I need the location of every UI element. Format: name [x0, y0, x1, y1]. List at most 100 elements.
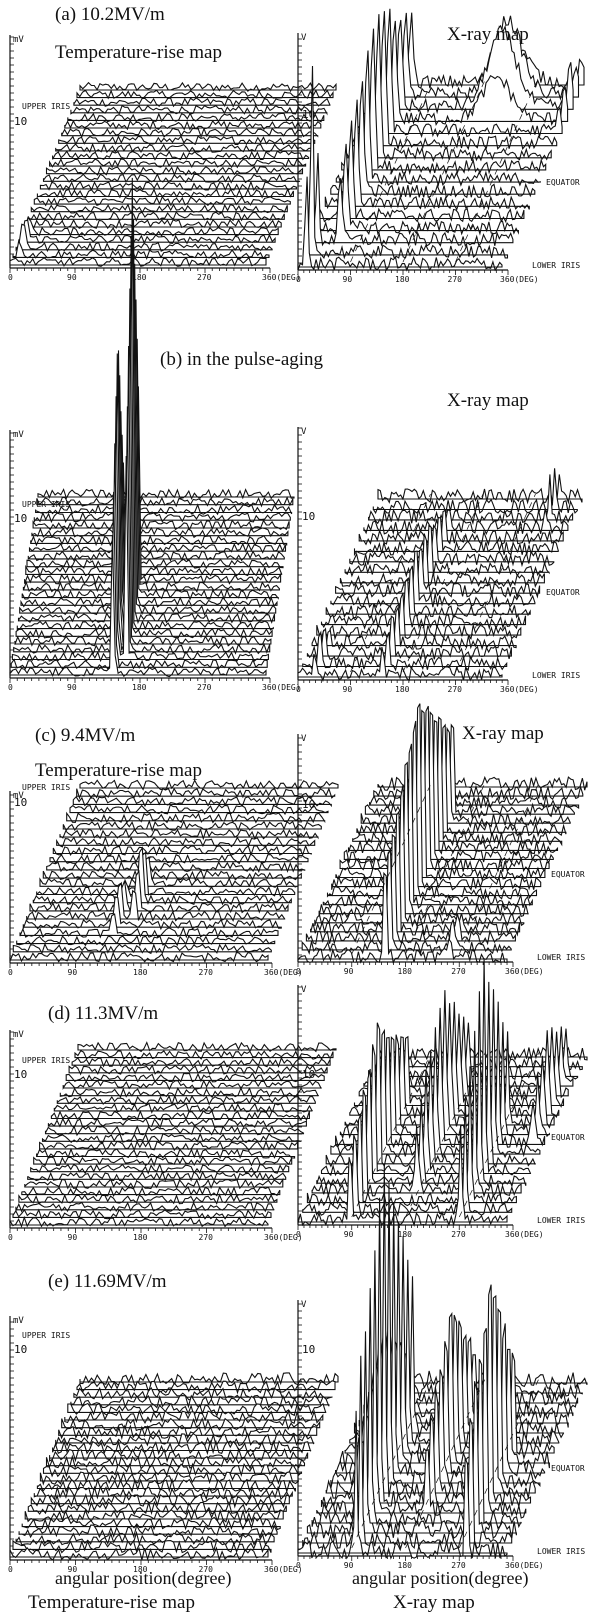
- y-unit-label: mV: [13, 35, 24, 45]
- x-tick-label: 0: [296, 1561, 301, 1570]
- x-tick-label: 180: [398, 1230, 413, 1239]
- series-trace: [70, 104, 328, 116]
- annotation-lower-iris: LOWER IRIS: [537, 1216, 585, 1225]
- series-trace: [32, 518, 290, 531]
- series-trace: [27, 550, 285, 562]
- chart-a-temperature: mV 10 0 90 180 270 360(DEG) UPPER IRIS: [8, 35, 337, 282]
- y-unit-label: V: [301, 734, 307, 744]
- series-trace: [331, 703, 542, 892]
- chart-d-xray: V 10 0 90 180 270 360(DEG) EQUATOR LOWER IRIS: [296, 958, 588, 1239]
- y-tick-label-10: 10: [302, 1068, 315, 1081]
- y-unit-label: mV: [13, 1316, 24, 1326]
- series-trace: [27, 1500, 287, 1516]
- series-trace: [353, 516, 560, 557]
- x-tick-label: 180: [132, 273, 147, 282]
- series-trace: [45, 165, 304, 177]
- x-tick-label: 360(DEG): [264, 1565, 303, 1574]
- series-trace: [17, 177, 276, 625]
- series-trace: [306, 615, 512, 662]
- caption-c-title: (c) 9.4MV/m: [35, 725, 136, 746]
- series-trace: [71, 1056, 331, 1068]
- guide-line: [402, 79, 486, 263]
- annotation-upper-iris: UPPER IRIS: [22, 1056, 70, 1065]
- annotation-equator: EQUATOR: [546, 588, 580, 597]
- series-trace: [372, 468, 578, 515]
- series-trace: [49, 852, 309, 865]
- guide-line: [350, 79, 433, 263]
- series-trace: [22, 896, 282, 931]
- x-tick-label: 270: [199, 1233, 214, 1242]
- series-trace: [39, 856, 299, 889]
- y-unit-label: V: [301, 33, 307, 43]
- chart-c-xray: V 10 0 90 180 270 360(DEG) EQUATOR LOWER IRIS: [296, 703, 588, 976]
- series-trace: [30, 203, 288, 215]
- x-tick-label: 360(DEG): [500, 275, 539, 284]
- chart-e-xray: V 10 0 90 180 270 360(DEG) EQUATOR LOWER IRIS: [296, 1164, 588, 1570]
- guide-line: [455, 79, 538, 263]
- series-trace: [29, 869, 289, 914]
- series-trace: [52, 150, 310, 161]
- series-trace: [306, 1066, 517, 1208]
- x-tick-label: 180: [133, 968, 148, 977]
- series-trace: [25, 564, 283, 578]
- x-tick-label: 90: [68, 1565, 78, 1574]
- series-trace: [297, 646, 503, 683]
- series-trace: [15, 288, 273, 640]
- series-trace: [56, 836, 316, 848]
- series-trace: [33, 1155, 293, 1167]
- x-tick-label: 360(DEG): [262, 683, 301, 692]
- x-tick-label: 360(DEG): [505, 1561, 544, 1570]
- series-trace: [335, 548, 541, 599]
- series-trace: [61, 1416, 321, 1432]
- series-trace: [77, 1041, 337, 1053]
- series-trace: [9, 1546, 269, 1562]
- x-tick-label: 360(DEG): [500, 685, 539, 694]
- x-tick-label: 270: [199, 1565, 214, 1574]
- annotation-lower-iris: LOWER IRIS: [537, 1547, 585, 1556]
- caption-b-xray: X-ray map: [447, 390, 529, 411]
- series-trace: [21, 1516, 281, 1531]
- series-trace: [12, 239, 270, 261]
- series-trace: [33, 1485, 293, 1501]
- series-trace: [305, 833, 516, 946]
- chart-b-temperature: mV 10 0 90 180 270 360(DEG) UPPER IRIS: [8, 177, 301, 692]
- series-trace: [79, 81, 337, 93]
- series-trace: [18, 1523, 278, 1540]
- series-trace: [302, 1355, 513, 1550]
- series-trace: [59, 828, 319, 841]
- x-tick-label: 180: [398, 967, 413, 976]
- annotation-equator: EQUATOR: [551, 870, 585, 879]
- chart-e-temperature: mV 10 0 90 180 270 360(DEG) UPPER IRIS: [8, 1316, 339, 1574]
- series-trace: [302, 65, 509, 260]
- series-trace: [308, 152, 514, 248]
- annotation-lower-iris: LOWER IRIS: [537, 953, 585, 962]
- caption-d-title: (d) 11.3MV/m: [48, 1003, 159, 1024]
- series-trace: [352, 11, 558, 151]
- series-trace: [70, 1394, 330, 1409]
- series-trace: [41, 1132, 302, 1144]
- x-tick-label: 90: [68, 1233, 78, 1242]
- x-tick-label: 270: [451, 1230, 466, 1239]
- series-trace: [297, 1410, 508, 1560]
- series-trace: [76, 787, 336, 800]
- series-trace: [79, 779, 339, 791]
- x-tick-label: 180: [133, 1565, 148, 1574]
- series-trace: [12, 1208, 272, 1220]
- series-trace: [313, 143, 519, 236]
- series-trace: [322, 743, 533, 910]
- series-trace: [9, 256, 267, 267]
- series-trace: [67, 1402, 327, 1417]
- series-trace: [13, 396, 271, 655]
- x-tick-label: 0: [296, 1230, 301, 1239]
- series-trace: [36, 187, 294, 199]
- series-trace: [310, 810, 521, 937]
- x-tick-label: 270: [451, 1561, 466, 1570]
- x-tick-label: 0: [296, 685, 301, 694]
- series-trace: [56, 1094, 316, 1107]
- series-trace: [24, 218, 282, 230]
- guide-line: [351, 1377, 433, 1549]
- x-tick-label: 0: [8, 273, 13, 282]
- series-trace: [20, 263, 278, 608]
